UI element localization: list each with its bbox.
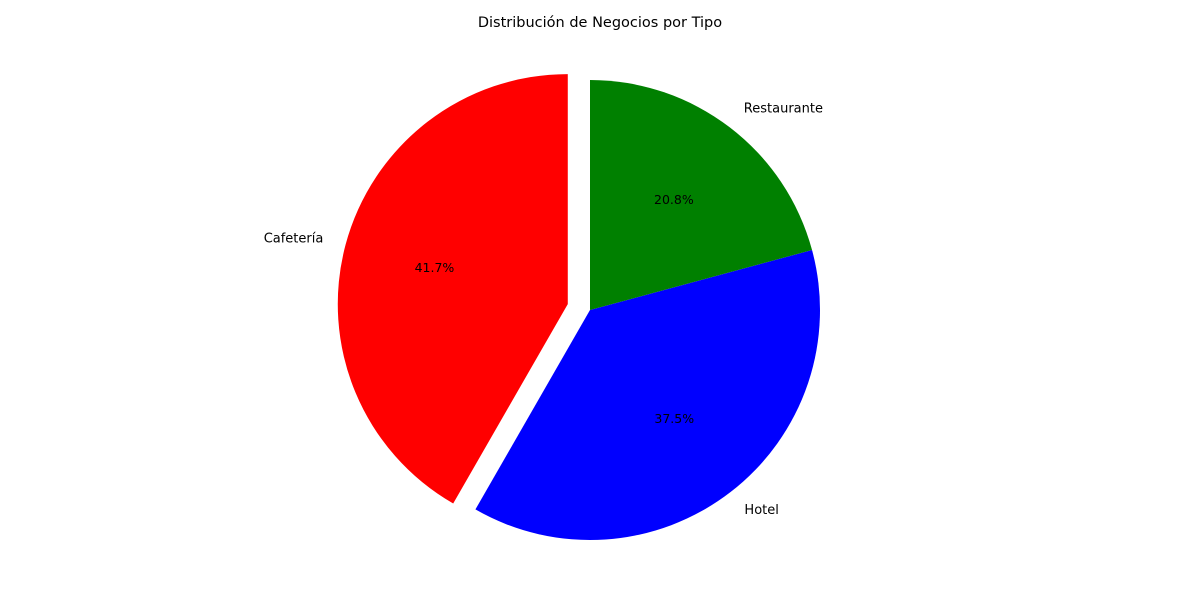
pie-slice-hotel: [475, 250, 820, 540]
slice-label-restaurante: Restaurante: [744, 102, 823, 117]
pie-labels: Cafetería 41.7% Hotel 37.5% Restaurante 20.8%: [264, 102, 823, 518]
percent-label-restaurante: 20.8%: [654, 192, 694, 207]
pie-slices: [337, 74, 820, 540]
pie-slice-restaurante: [590, 80, 813, 310]
slice-label-cafeteria: Cafetería: [264, 231, 324, 246]
slice-label-hotel: Hotel: [744, 503, 778, 518]
pie-slice-cafeteria: [337, 74, 568, 504]
percent-label-cafeteria: 41.7%: [415, 260, 455, 275]
percent-label-hotel: 37.5%: [654, 411, 694, 426]
chart-title: Distribución de Negocios por Tipo: [478, 15, 722, 31]
